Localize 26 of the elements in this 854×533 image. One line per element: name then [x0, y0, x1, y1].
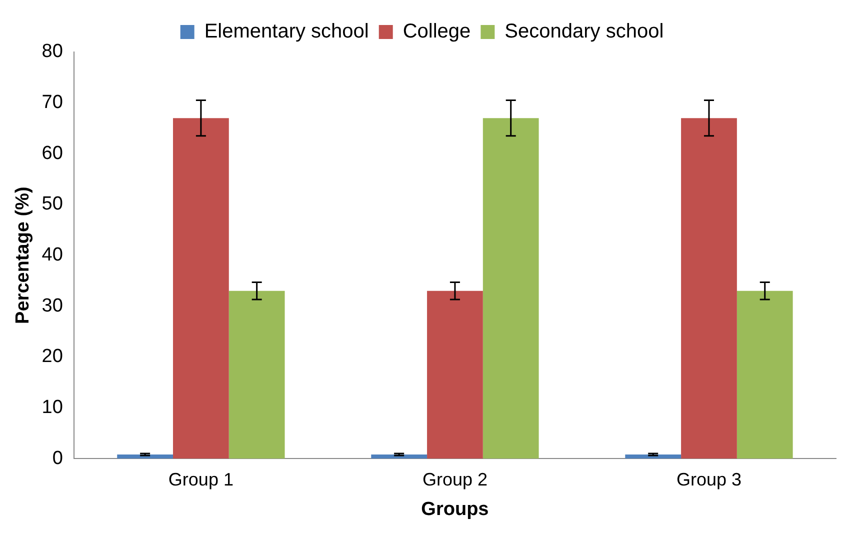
- y-tick-label: 20: [42, 346, 63, 368]
- x-tick-label: Group 3: [676, 469, 742, 490]
- bar: [228, 290, 285, 459]
- bar: [371, 454, 428, 459]
- x-tick-label: Group 1: [168, 469, 234, 490]
- bar: [681, 118, 737, 459]
- bar: [625, 454, 682, 459]
- y-tick-label: 0: [52, 448, 63, 469]
- y-tick-label: 70: [42, 92, 63, 114]
- bar: [427, 290, 483, 459]
- x-tick-label: Group 2: [422, 469, 488, 490]
- x-axis-title: Groups: [421, 498, 489, 520]
- bar: [173, 118, 229, 459]
- y-tick-label: 60: [42, 142, 63, 164]
- y-tick-label: 50: [42, 194, 63, 215]
- legend-label: Secondary school: [504, 20, 664, 43]
- legend-label: Elementary school: [204, 20, 369, 43]
- y-tick-label: 30: [42, 295, 63, 316]
- bar: [736, 290, 793, 459]
- y-tick-label: 80: [42, 41, 63, 62]
- bar: [482, 118, 539, 459]
- y-tick-label: 40: [42, 244, 63, 266]
- y-axis-title: Percentage (%): [12, 186, 34, 324]
- legend-label: College: [402, 20, 471, 43]
- bar: [117, 454, 174, 459]
- y-tick-label: 10: [42, 397, 63, 418]
